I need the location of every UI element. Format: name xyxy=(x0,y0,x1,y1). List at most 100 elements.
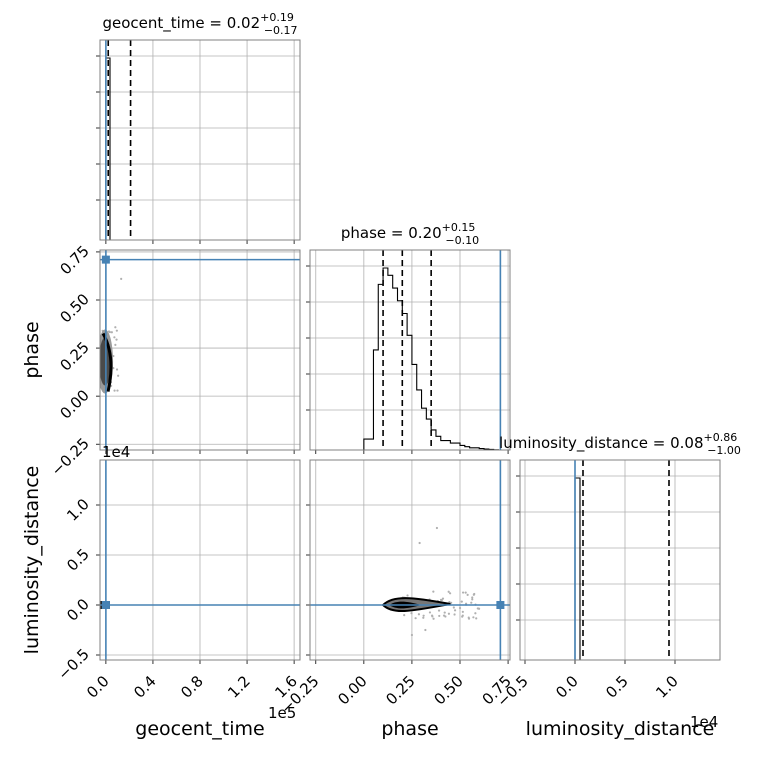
sample-point xyxy=(406,594,409,597)
sample-point xyxy=(107,330,111,333)
x-tick-label: 0.4 xyxy=(130,672,160,702)
sample-point xyxy=(473,592,476,596)
histogram-phase xyxy=(310,267,510,450)
sample-point xyxy=(443,611,446,614)
sample-point xyxy=(422,616,425,619)
sample-point xyxy=(464,591,467,594)
x-axis-label-luminosity_distance: luminosity_distance xyxy=(526,718,715,740)
offset-label-luminosity-distance-x: 1e4 xyxy=(690,713,718,731)
y-tick-label: 0.25 xyxy=(56,338,92,374)
sample-point xyxy=(431,615,434,618)
sample-point xyxy=(428,611,432,614)
offset-label-luminosity-distance-y: 1e4 xyxy=(102,443,130,461)
panel-border xyxy=(309,459,511,661)
sample-point xyxy=(410,633,414,637)
sample-point xyxy=(113,389,116,392)
sample-point xyxy=(115,329,118,332)
panel-border xyxy=(309,249,511,451)
sample-point xyxy=(472,616,475,619)
sample-point xyxy=(461,591,465,594)
sample-point xyxy=(460,600,463,603)
x-tick-label: 0.8 xyxy=(177,672,207,702)
sample-point xyxy=(120,277,123,280)
x-tick-label: 0.50 xyxy=(430,672,466,708)
sample-point xyxy=(435,526,439,530)
sample-point xyxy=(447,590,450,593)
sample-point xyxy=(467,616,470,619)
x-axis-label-phase: phase xyxy=(381,718,438,740)
histogram-geocent_time xyxy=(100,57,300,240)
sample-point xyxy=(432,590,435,593)
sample-point xyxy=(475,617,478,620)
sample-point xyxy=(403,614,406,617)
y-axis-label-phase: phase xyxy=(21,321,43,378)
sample-point xyxy=(114,326,117,329)
sample-point xyxy=(417,613,421,616)
panel-title-phase: phase = 0.20+0.15 −0.10 xyxy=(341,221,479,247)
sample-point xyxy=(461,610,464,613)
sample-point xyxy=(476,607,479,610)
sample-point xyxy=(449,592,452,595)
y-tick-label: −0.25 xyxy=(48,434,93,479)
sample-point xyxy=(471,596,474,599)
panel-border xyxy=(519,459,721,661)
sample-point xyxy=(444,615,447,618)
sample-point xyxy=(470,601,473,604)
sample-point xyxy=(424,628,427,632)
histogram-luminosity_distance xyxy=(520,477,720,660)
sample-point xyxy=(441,597,445,600)
x-tick-label: 1.0 xyxy=(652,672,682,702)
panel-luminosity_distance-vs-phase xyxy=(306,459,511,664)
x-tick-label: 0.0 xyxy=(83,672,113,702)
sample-point xyxy=(453,613,456,616)
x-tick-label: 0.5 xyxy=(602,672,632,702)
panel-luminosity_distance-vs-geocent_time xyxy=(96,459,301,664)
sample-point xyxy=(110,331,113,334)
y-tick-label: 0.0 xyxy=(63,595,93,625)
panel-border xyxy=(99,39,301,241)
y-axis-label-luminosity_distance: luminosity_distance xyxy=(21,466,43,655)
y-tick-label: 0.50 xyxy=(56,290,92,326)
hist-panel-luminosity_distance: luminosity_distance = 0.08+0.86 −1.00 xyxy=(499,431,741,664)
y-tick-label: 1.0 xyxy=(63,495,93,525)
sample-point xyxy=(453,609,457,612)
panel-border xyxy=(99,459,301,661)
panel-title-luminosity_distance: luminosity_distance = 0.08+0.86 −1.00 xyxy=(499,431,741,457)
hist-panel-phase: phase = 0.20+0.15 −0.10 xyxy=(306,221,511,454)
panel-border xyxy=(99,249,301,451)
sample-point xyxy=(115,338,118,341)
sample-point xyxy=(471,598,474,601)
truth-marker xyxy=(101,255,110,264)
sample-point xyxy=(439,598,443,602)
x-tick-label: 1.2 xyxy=(224,672,254,702)
sample-point xyxy=(458,606,462,610)
panel-phase-vs-geocent_time xyxy=(96,249,301,454)
sample-point xyxy=(466,593,469,596)
sample-point xyxy=(422,614,425,617)
sample-point xyxy=(114,343,117,346)
sample-point xyxy=(410,612,413,615)
sample-point xyxy=(474,612,477,615)
sample-point xyxy=(447,612,451,615)
sample-point xyxy=(432,617,435,620)
truth-marker xyxy=(496,601,505,609)
sample-point xyxy=(448,601,451,604)
hist-panel-geocent_time: geocent_time = 0.02+0.19 −0.17 xyxy=(96,11,301,244)
sample-point xyxy=(418,541,421,545)
offset-label-geocent-time: 1e5 xyxy=(268,704,296,722)
panel-title-geocent_time: geocent_time = 0.02+0.19 −0.17 xyxy=(102,11,297,37)
y-tick-label: 0.00 xyxy=(56,386,92,422)
sample-point xyxy=(116,389,119,392)
y-tick-label: 0.5 xyxy=(63,545,93,575)
sample-point xyxy=(437,609,441,612)
x-axis-label-geocent_time: geocent_time xyxy=(135,718,264,740)
x-tick-label: 0.00 xyxy=(334,672,370,708)
sample-point xyxy=(113,336,116,339)
sample-point xyxy=(115,368,119,371)
sample-point xyxy=(452,606,455,609)
x-tick-label: 0.0 xyxy=(552,672,582,702)
y-tick-label: −0.5 xyxy=(54,645,92,683)
sample-point xyxy=(461,615,464,618)
sample-point xyxy=(438,614,441,618)
